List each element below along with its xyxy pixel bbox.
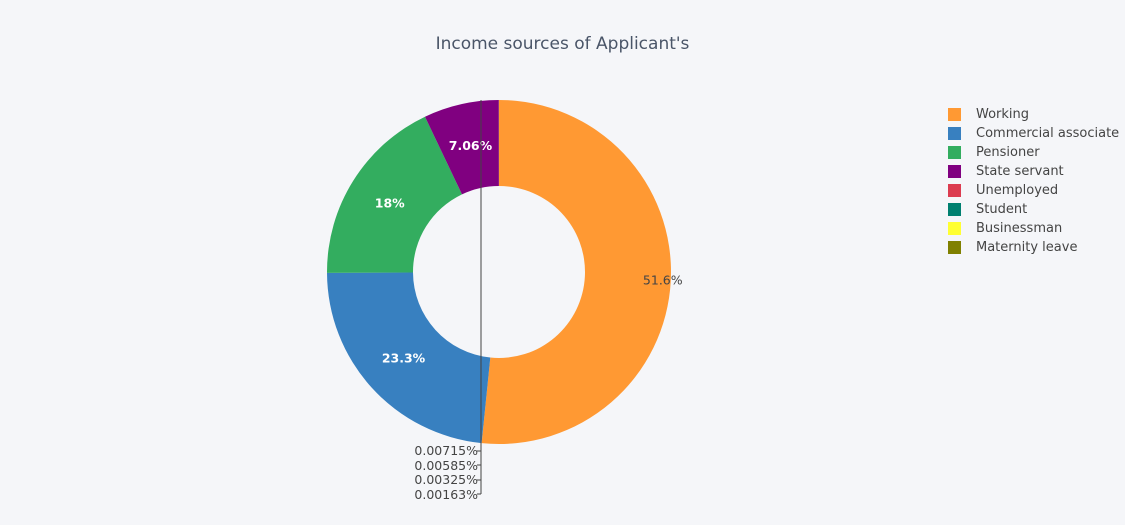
legend-swatch — [948, 146, 961, 159]
legend: Working Commercial associate Pensioner S… — [948, 105, 1119, 257]
legend-label: Commercial associate — [976, 126, 1120, 141]
legend-label: Maternity leave — [976, 240, 1078, 255]
slice-label-pensioner: 18% — [375, 195, 405, 210]
legend-swatch — [948, 241, 961, 254]
small-slice-labels: 0.00715% 0.00585% 0.00325% 0.00163% — [380, 443, 478, 502]
slice-working[interactable] — [481, 100, 671, 444]
legend-item-working[interactable]: Working — [948, 105, 1119, 124]
legend-item-state-servant[interactable]: State servant — [948, 162, 1119, 181]
slice-state-servant[interactable] — [424, 100, 499, 195]
legend-label: State servant — [976, 164, 1064, 179]
legend-label: Student — [976, 202, 1028, 217]
legend-item-businessman[interactable]: Businessman — [948, 219, 1119, 238]
slice-label-working: 51.6% — [643, 272, 683, 287]
legend-swatch — [948, 108, 961, 121]
slice-pensioner[interactable] — [327, 116, 462, 273]
legend-label: Businessman — [976, 221, 1063, 236]
slice-label-commercial-associate: 23.3% — [382, 351, 426, 366]
legend-label: Pensioner — [976, 145, 1040, 160]
slice-label-state-servant: 7.06% — [449, 138, 493, 153]
legend-item-student[interactable]: Student — [948, 200, 1119, 219]
chart-title: Income sources of Applicant's — [435, 34, 690, 54]
legend-item-commercial-associate[interactable]: Commercial associate — [948, 124, 1119, 143]
legend-item-maternity-leave[interactable]: Maternity leave — [948, 238, 1119, 257]
legend-swatch — [948, 222, 961, 235]
legend-item-pensioner[interactable]: Pensioner — [948, 143, 1119, 162]
legend-swatch — [948, 184, 961, 197]
legend-label: Unemployed — [976, 183, 1059, 198]
legend-swatch — [948, 127, 961, 140]
legend-item-unemployed[interactable]: Unemployed — [948, 181, 1119, 200]
slice-commercial-associate[interactable] — [327, 272, 491, 444]
slice-label-unemployed: 0.00715% — [414, 443, 478, 458]
legend-label: Working — [976, 107, 1030, 122]
slice-label-businessman: 0.00325% — [414, 472, 478, 487]
legend-swatch — [948, 203, 961, 216]
slice-label-maternity-leave: 0.00163% — [414, 486, 478, 502]
slice-label-student: 0.00585% — [414, 457, 478, 473]
legend-swatch — [948, 165, 961, 178]
